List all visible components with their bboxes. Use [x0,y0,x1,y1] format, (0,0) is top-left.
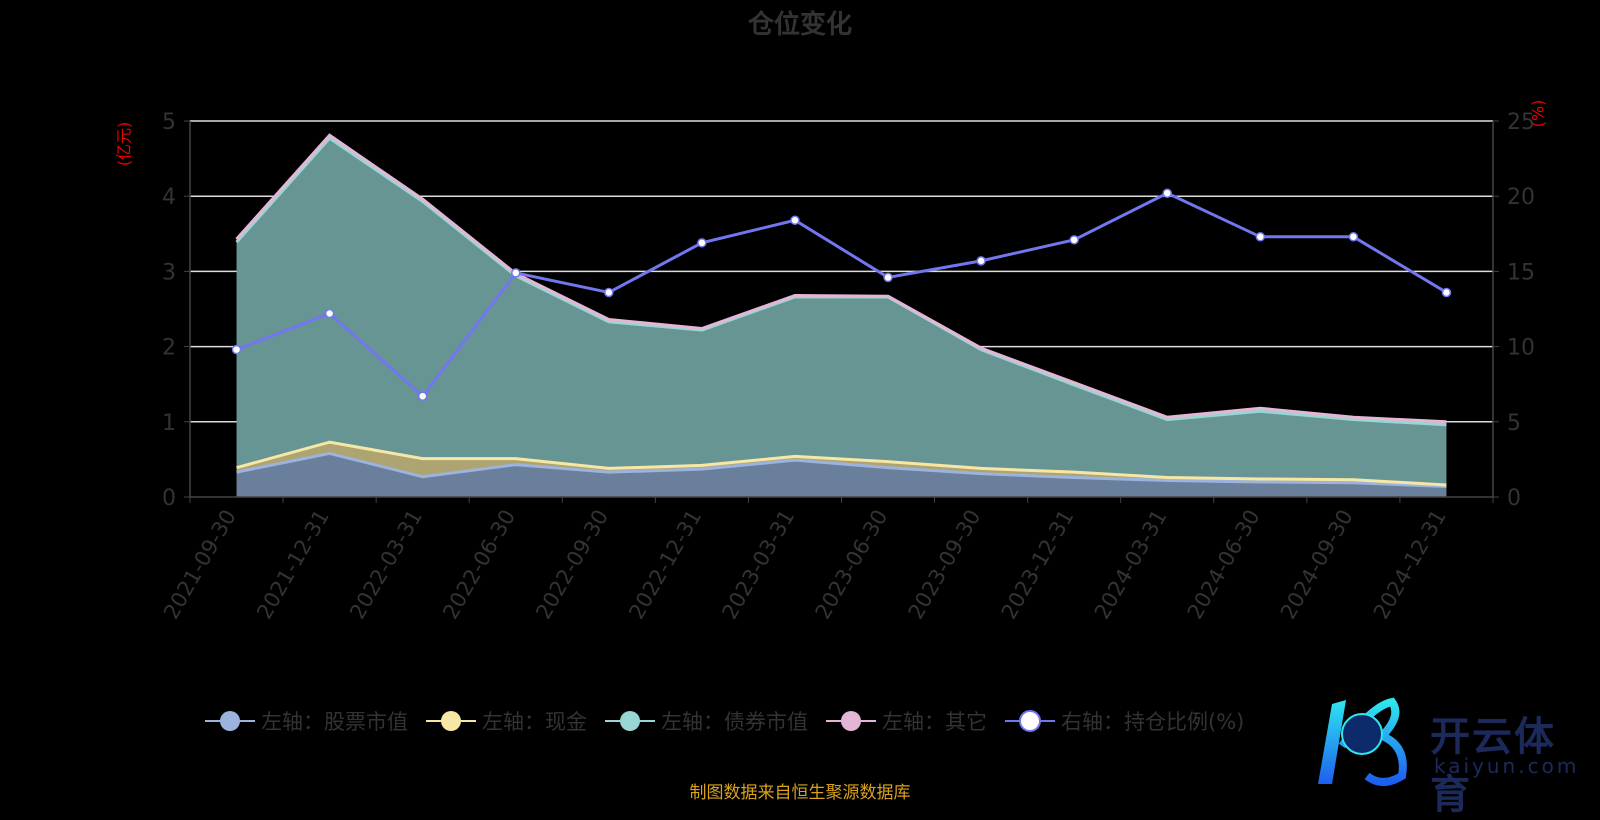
kaiyun-logo-icon [1318,697,1407,786]
position-ratio-point [1255,232,1266,242]
y-right-tick-label: 5 [1507,411,1521,436]
position-ratio-line [235,191,1448,399]
y-left-tick-label: 3 [162,260,176,285]
legend-label: 右轴：持仓比例(%) [1061,710,1245,734]
y-right-tick-label: 25 [1507,110,1535,135]
y-left-tick-label: 4 [162,185,176,210]
series-line-1 [236,440,1447,487]
position-ratio-point [1441,287,1452,298]
legend: 左轴：股票市值 左轴：现金 左轴：债券市值 左轴：其它 右轴：持仓比例(%) [205,706,1244,736]
y-right-tick-label: 15 [1507,260,1535,285]
position-ratio-point [1162,188,1172,198]
x-tick-label: 2021-12-31 [252,506,334,624]
x-tick-label: 2022-12-31 [624,506,706,624]
position-ratio-point [697,238,707,248]
position-ratio-point [231,344,242,355]
legend-item-other[interactable]: 左轴：其它 [826,706,987,736]
x-tick-label: 2023-12-31 [997,506,1079,624]
position-ratio-point [604,287,614,298]
area-2 [236,138,1447,485]
legend-item-stock[interactable]: 左轴：股票市值 [205,706,408,736]
data-source-footer: 制图数据来自恒生聚源数据库 [689,783,911,803]
x-tick-label: 2024-12-31 [1369,506,1451,624]
x-tick-label: 2024-03-31 [1090,506,1172,624]
y-left-tick-label: 5 [162,110,176,135]
x-tick-label: 2022-09-30 [531,506,613,624]
position-ratio-point [790,215,800,226]
y-left-tick-label: 2 [162,336,176,361]
x-tick-label: 2023-06-30 [811,506,893,624]
x-tick-label: 2024-06-30 [1183,506,1265,624]
watermark-logo: 开云体育 kaiyun.com [1312,696,1592,818]
position-ratio-point [1069,235,1079,245]
legend-item-cash[interactable]: 左轴：现金 [426,706,587,736]
legend-label: 左轴：其它 [882,710,987,734]
position-ratio-point [511,268,521,278]
position-ratio-point [883,272,893,283]
y-left-tick-label: 0 [162,486,176,511]
position-ratio-point [417,391,428,401]
y-right-tick-label: 0 [1507,486,1521,511]
x-tick-label: 2022-03-31 [345,506,427,624]
legend-item-bond[interactable]: 左轴：债券市值 [605,706,808,736]
legend-label: 左轴：债券市值 [661,710,808,734]
y-right-tick-label: 20 [1507,185,1535,210]
y-right-tick-label: 10 [1507,336,1535,361]
position-ratio-point [976,256,986,266]
series-line-0 [236,451,1447,488]
x-tick-label: 2023-03-31 [717,506,799,624]
x-tick-label: 2021-09-30 [159,506,241,624]
legend-label: 左轴：现金 [482,710,587,734]
area-0 [236,453,1447,497]
watermark-en: kaiyun.com [1434,754,1580,778]
chart-title: 仓位变化 [747,10,852,40]
x-tick-label: 2024-09-30 [1276,506,1358,624]
legend-label: 左轴：股票市值 [261,710,408,734]
position-ratio-point [324,308,335,319]
series-line-3 [235,133,1447,424]
x-tick-label: 2022-06-30 [438,506,520,624]
x-tick-label: 2023-09-30 [904,506,986,624]
y-left-tick-label: 1 [162,411,176,436]
position-ratio-point [1348,232,1359,242]
legend-item-position-ratio[interactable]: 右轴：持仓比例(%) [1005,706,1244,736]
